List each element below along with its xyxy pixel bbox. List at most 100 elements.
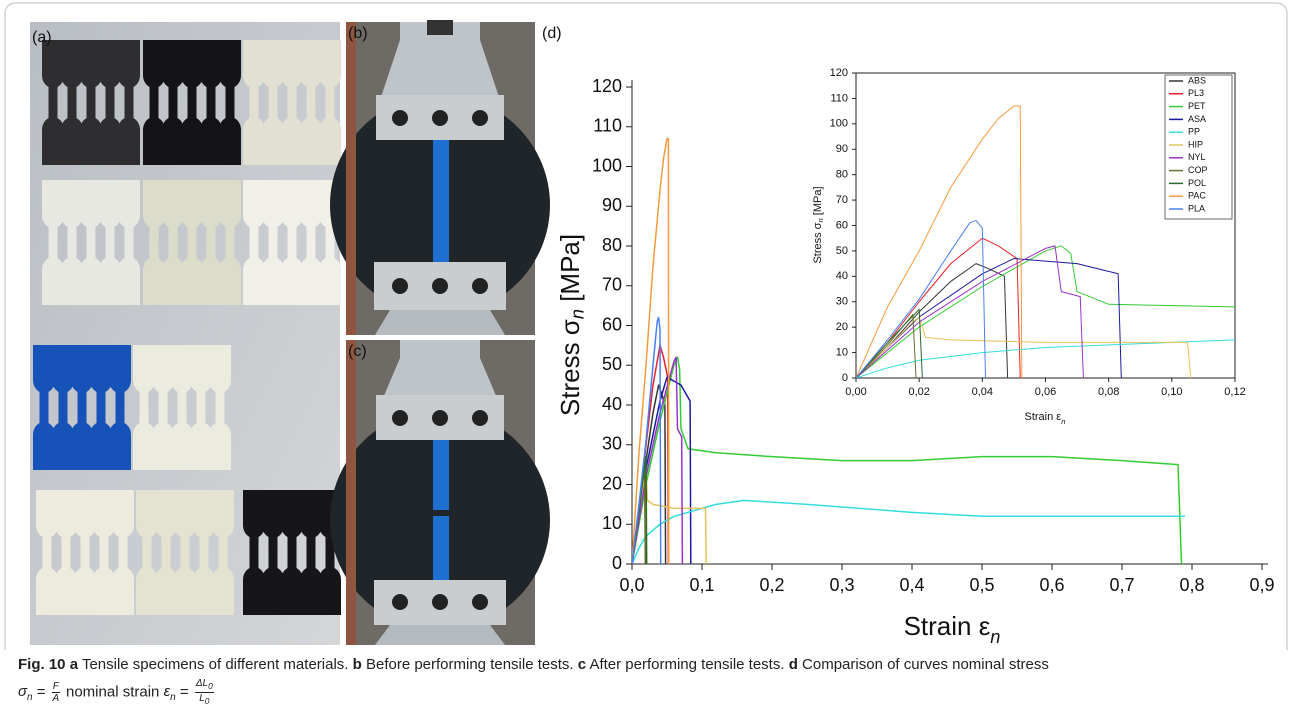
caption-text: Before performing tensile tests.	[365, 656, 574, 673]
x-label-part: Strain ε	[904, 611, 991, 641]
x-tick-label: 0,4	[899, 575, 924, 595]
y-tick-label: 20	[836, 321, 848, 333]
y-tick-label: 30	[836, 296, 848, 308]
specimen	[212, 490, 234, 615]
panel-label: (b)	[348, 25, 368, 42]
y-label-part: [MPa]	[812, 186, 824, 218]
y-tick-label: 20	[602, 473, 622, 493]
panel-label: (a)	[32, 29, 52, 46]
equals: =	[179, 683, 189, 701]
y-tick-label: 110	[830, 92, 848, 104]
denominator: L0	[195, 693, 214, 707]
legend-label: COP	[1188, 165, 1208, 175]
specimen	[243, 40, 265, 165]
y-label-part: Stress σ	[812, 222, 824, 263]
caption-key: b	[352, 656, 362, 673]
y-tick-label: 10	[602, 513, 622, 533]
specimen	[61, 180, 83, 305]
num-text: ΔL	[195, 678, 209, 689]
x-tick-label: 0,8	[1179, 575, 1204, 595]
specimen	[109, 345, 131, 470]
y-tick-label: 60	[602, 314, 622, 334]
specimen	[33, 345, 55, 470]
caption-text: nominal strain	[66, 683, 160, 701]
series-line	[632, 137, 670, 564]
specimen	[55, 490, 77, 615]
specimen	[281, 490, 303, 615]
y-tick-label: 70	[836, 194, 848, 206]
specimen	[262, 40, 284, 165]
x-tick-label: 0,6	[1039, 575, 1064, 595]
series-line	[856, 339, 1235, 378]
subscript: n	[170, 692, 176, 704]
specimen	[181, 180, 203, 305]
series-group	[856, 105, 1235, 378]
specimen	[243, 490, 265, 615]
y-tick-label: 80	[836, 169, 848, 181]
specimen	[262, 180, 284, 305]
y-tick-label: 90	[836, 143, 848, 155]
series-line	[632, 499, 1185, 564]
photo-after	[330, 340, 550, 645]
numerator: F	[51, 681, 60, 693]
specimen	[90, 345, 112, 470]
legend-label: NYL	[1188, 152, 1206, 162]
specimen	[133, 345, 155, 470]
subscript: 0	[208, 681, 213, 691]
specimen	[300, 490, 322, 615]
caption-key: c	[577, 656, 587, 673]
symbol: σ	[18, 683, 28, 701]
caption-key: a	[69, 656, 79, 673]
specimen	[118, 180, 140, 305]
series-line	[856, 245, 1084, 378]
legend-label: PAC	[1188, 191, 1206, 201]
y-tick-label: 90	[602, 195, 622, 215]
specimen	[162, 40, 184, 165]
specimen	[136, 490, 158, 615]
specimen	[42, 40, 64, 165]
y-label-part: n	[816, 218, 825, 222]
specimen	[219, 180, 241, 305]
subscript: n	[27, 692, 33, 704]
specimen	[112, 490, 134, 615]
legend-label: ABS	[1188, 75, 1206, 85]
caption-text: Tensile specimens of different materials…	[81, 656, 349, 673]
legend-label: ASA	[1188, 114, 1206, 124]
x-axis-label: Strain εn	[904, 611, 1001, 647]
specimen	[319, 40, 341, 165]
inset-legend: ABS PL3 PET ASA PP HIP NYL COP POL PAC PLA	[1164, 74, 1233, 220]
specimen	[74, 490, 96, 615]
series-group	[632, 137, 1185, 564]
x-tick-label: 0,0	[619, 575, 644, 595]
den-text: L	[199, 693, 205, 704]
legend-label: PLA	[1188, 203, 1205, 213]
series-line	[856, 316, 1192, 378]
figure-border	[4, 2, 1288, 650]
panel-label: (c)	[348, 343, 367, 360]
x-tick-label: 0,00	[845, 386, 866, 398]
y-tick-label: 100	[592, 155, 622, 175]
y-tick-label: 10	[836, 346, 848, 358]
x-tick-label: 0,2	[759, 575, 784, 595]
denominator: A	[52, 693, 60, 704]
specimen	[155, 490, 177, 615]
specimen	[243, 180, 265, 305]
specimen	[152, 345, 174, 470]
specimen	[99, 40, 121, 165]
photo-before	[330, 20, 550, 335]
specimen	[200, 180, 222, 305]
y-label-part: Stress σ	[555, 319, 585, 416]
equals: =	[36, 683, 46, 701]
x-tick-label: 0,1	[689, 575, 714, 595]
series-line	[856, 219, 986, 378]
specimen	[143, 40, 165, 165]
series-line	[632, 316, 662, 564]
symbol: ε	[163, 683, 171, 701]
x-tick-label: 0,7	[1109, 575, 1134, 595]
y-tick-label: 60	[836, 219, 848, 231]
x-tick-label: 0,3	[829, 575, 854, 595]
y-label-part: [MPa]	[555, 234, 585, 309]
caption-text: Comparison of curves	[802, 656, 948, 673]
